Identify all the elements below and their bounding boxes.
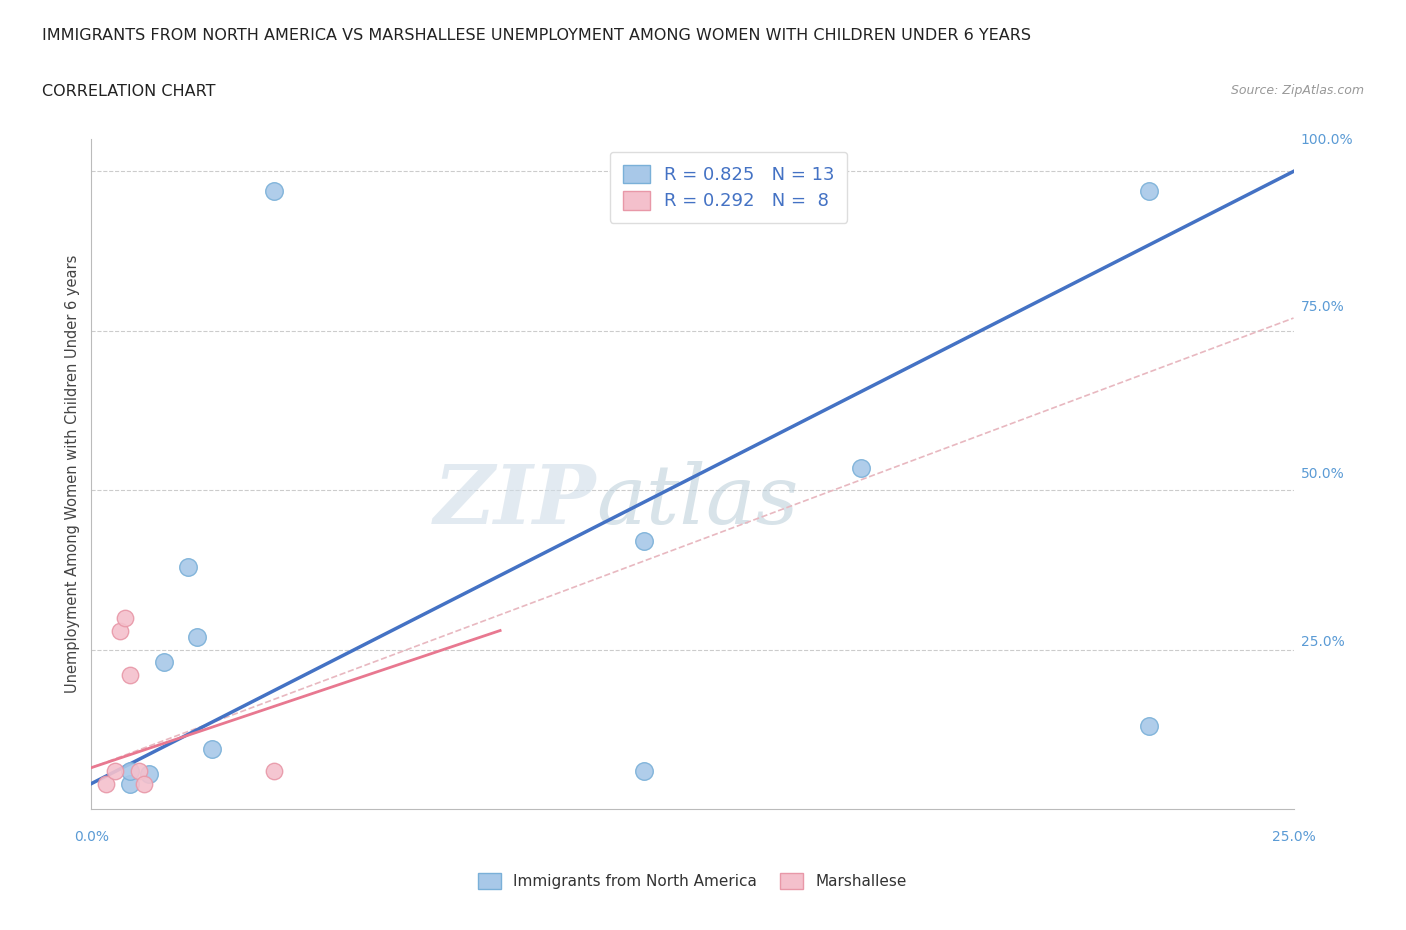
Text: Source: ZipAtlas.com: Source: ZipAtlas.com [1230,84,1364,97]
Point [128,764,150,778]
Y-axis label: Unemployment Among Women with Children Under 6 years: Unemployment Among Women with Children U… [65,255,80,694]
Point [186,630,208,644]
Point [104,764,127,778]
Point [201,741,224,756]
Point [110,623,132,638]
Point [134,777,156,791]
Point [633,534,655,549]
Point [94,777,117,791]
Point [1137,183,1160,198]
Point [633,764,655,778]
Text: atlas: atlas [596,461,799,541]
Point [263,183,285,198]
Point [849,460,872,475]
Text: IMMIGRANTS FROM NORTH AMERICA VS MARSHALLESE UNEMPLOYMENT AMONG WOMEN WITH CHILD: IMMIGRANTS FROM NORTH AMERICA VS MARSHAL… [42,28,1031,43]
Point [263,764,285,778]
Point [176,559,198,574]
Text: 75.0%: 75.0% [1301,299,1344,314]
Legend: Immigrants from North America, Marshallese: Immigrants from North America, Marshalle… [472,867,912,896]
Text: ZIP: ZIP [433,461,596,541]
Text: 25.0%: 25.0% [1271,830,1316,844]
Text: CORRELATION CHART: CORRELATION CHART [42,84,215,99]
Point [152,655,174,670]
Point [118,777,141,791]
Point [114,610,136,625]
Point [1137,719,1160,734]
Point [138,766,160,781]
Point [118,668,141,683]
Text: 0.0%: 0.0% [75,830,108,844]
Text: 25.0%: 25.0% [1301,634,1344,649]
Text: 50.0%: 50.0% [1301,467,1344,482]
Point [118,764,141,778]
Text: 100.0%: 100.0% [1301,132,1353,147]
